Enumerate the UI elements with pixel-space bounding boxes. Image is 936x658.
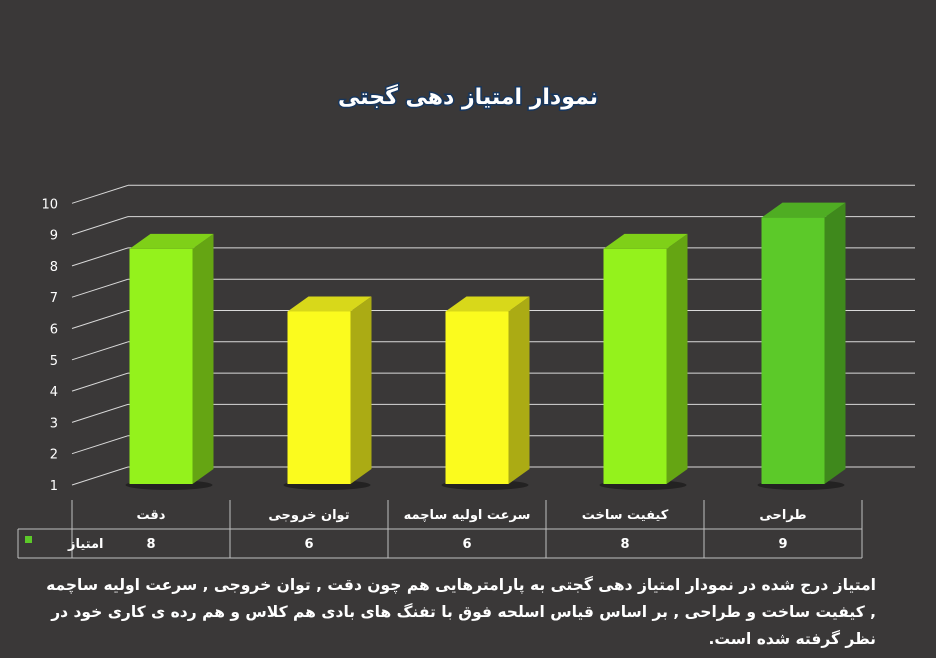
series-label: امتیاز: [67, 537, 103, 552]
y-tick-label: 8: [50, 260, 58, 275]
data-table: دقت 8 توان خروجی 6 سرعت اولیه ساچمه 6 کیفیت سا…: [17, 500, 863, 559]
y-tick-label: 5: [50, 354, 58, 369]
data-value-label: 6: [304, 537, 313, 552]
gridline-side: [71, 278, 129, 298]
gridline-side: [71, 247, 129, 267]
chart-title: نمودار امتیاز دهی گجتی: [338, 83, 598, 110]
y-tick-label: 3: [50, 416, 58, 431]
y-tick-label: 7: [50, 291, 58, 306]
category-label: طراحی: [759, 508, 806, 523]
bar: [125, 233, 214, 490]
bar: [599, 233, 688, 490]
y-tick-label: 6: [50, 323, 58, 338]
y-tick-label: 9: [50, 229, 58, 244]
gridline-side: [71, 216, 129, 236]
category-label: توان خروجی: [268, 508, 349, 523]
gridline-side: [71, 310, 129, 329]
y-tick-label: 1: [50, 479, 58, 494]
y-tick-label: 4: [50, 385, 58, 400]
data-value-label: 9: [778, 537, 787, 552]
legend-marker: [25, 536, 32, 543]
category-label: دقت: [137, 508, 166, 523]
data-value-label: 8: [620, 537, 629, 552]
y-tick-label: 10: [41, 197, 58, 212]
bars: [125, 202, 846, 490]
gridline-side: [71, 184, 129, 204]
data-value-label: 6: [462, 537, 471, 552]
category-label: سرعت اولیه ساچمه: [404, 508, 531, 523]
data-value-label: 8: [146, 537, 155, 552]
gridline-side: [71, 403, 129, 423]
bar: [283, 296, 372, 490]
bar: [441, 296, 530, 490]
bar: [757, 202, 846, 490]
y-axis-ticks: 1 2 3 4 5 6 7 8 9 10: [41, 197, 58, 494]
gridline-side: [71, 435, 129, 455]
gridline-side: [71, 341, 129, 361]
gridline-side: [71, 466, 129, 486]
y-tick-label: 2: [50, 448, 58, 463]
gridline-side: [71, 372, 129, 392]
category-label: کیفیت ساخت: [582, 508, 669, 523]
chart-caption: امتیاز درج شده در نمودار امتیاز دهی گجتی…: [46, 576, 876, 648]
